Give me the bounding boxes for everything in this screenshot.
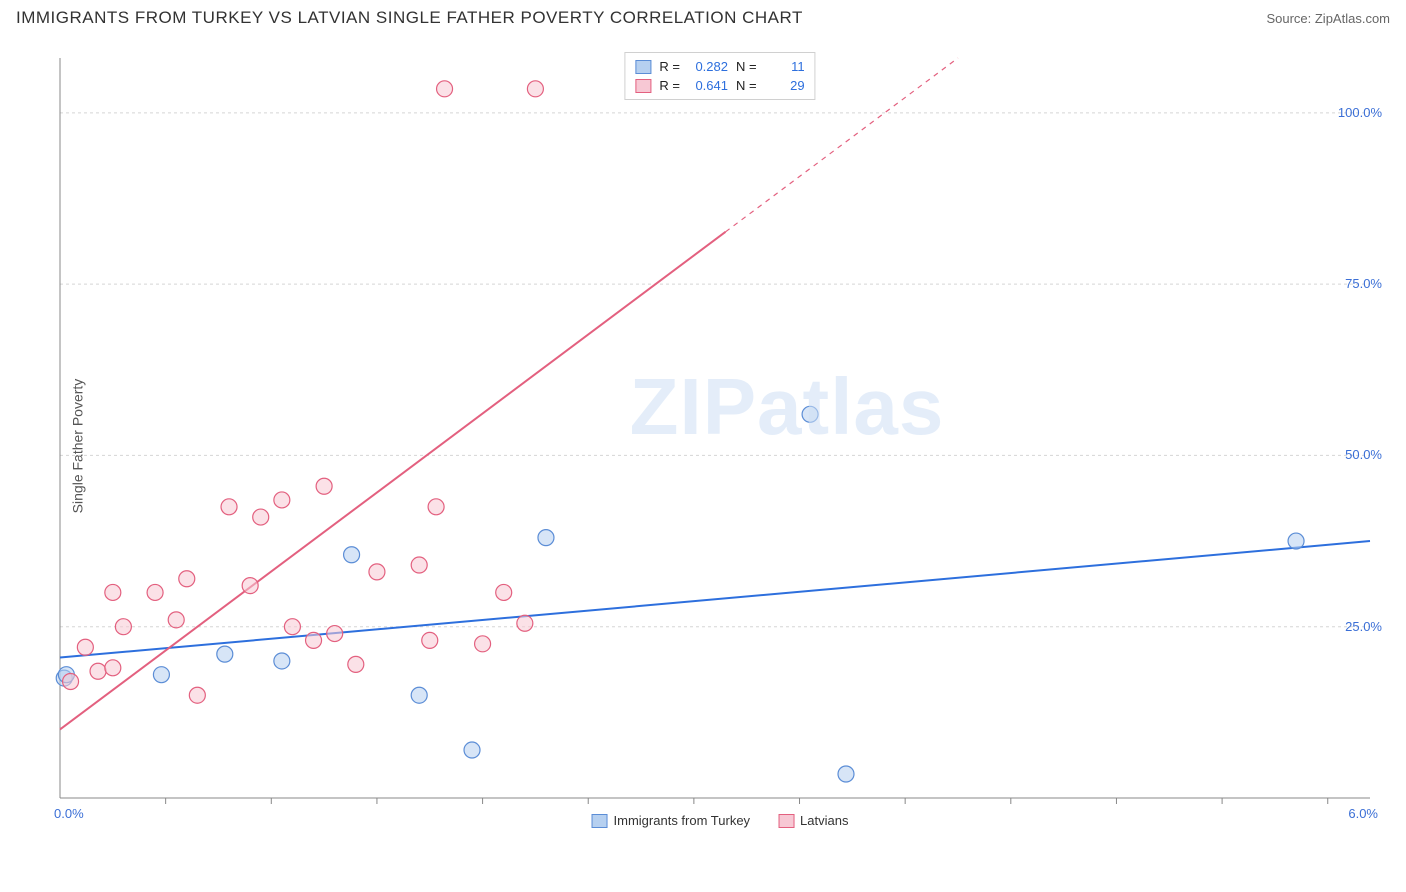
legend-stat-label: N = [736, 59, 757, 74]
legend-stat-label: R = [659, 59, 680, 74]
legend-stat-value: 0.282 [688, 59, 728, 74]
axis-tick-label: 6.0% [1348, 806, 1378, 821]
legend-series-item: Immigrants from Turkey [592, 813, 751, 828]
legend-stat-label: N = [736, 78, 757, 93]
legend-series: Immigrants from Turkey Latvians [592, 813, 849, 828]
title-row: IMMIGRANTS FROM TURKEY VS LATVIAN SINGLE… [0, 0, 1406, 32]
chart-title: IMMIGRANTS FROM TURKEY VS LATVIAN SINGLE… [16, 8, 803, 28]
legend-stat-value: 0.641 [688, 78, 728, 93]
legend-swatch [635, 79, 651, 93]
axis-tick-label: 50.0% [1345, 447, 1382, 462]
axis-tick-label: 0.0% [54, 806, 84, 821]
chart-svg [50, 48, 1390, 828]
legend-stats-row: R = 0.641 N = 29 [635, 76, 804, 95]
legend-stats-row: R = 0.282 N = 11 [635, 57, 804, 76]
scatter-plot: ZIPatlas R =0.282N =11R =0.641N =29 Immi… [50, 48, 1390, 828]
legend-series-label: Latvians [800, 813, 848, 828]
source-attribution: Source: ZipAtlas.com [1266, 11, 1390, 26]
legend-series-item: Latvians [778, 813, 848, 828]
axis-tick-label: 25.0% [1345, 619, 1382, 634]
legend-swatch [592, 814, 608, 828]
legend-stat-value: 11 [765, 59, 805, 74]
legend-swatch [635, 60, 651, 74]
legend-stats: R = 0.282 N = 11 R = 0.641 N = 29 [624, 52, 815, 100]
legend-swatch [778, 814, 794, 828]
axis-tick-label: 75.0% [1345, 276, 1382, 291]
legend-stat-label: R = [659, 78, 680, 93]
legend-stat-value: 29 [765, 78, 805, 93]
legend-series-label: Immigrants from Turkey [614, 813, 751, 828]
axis-tick-label: 100.0% [1338, 105, 1382, 120]
